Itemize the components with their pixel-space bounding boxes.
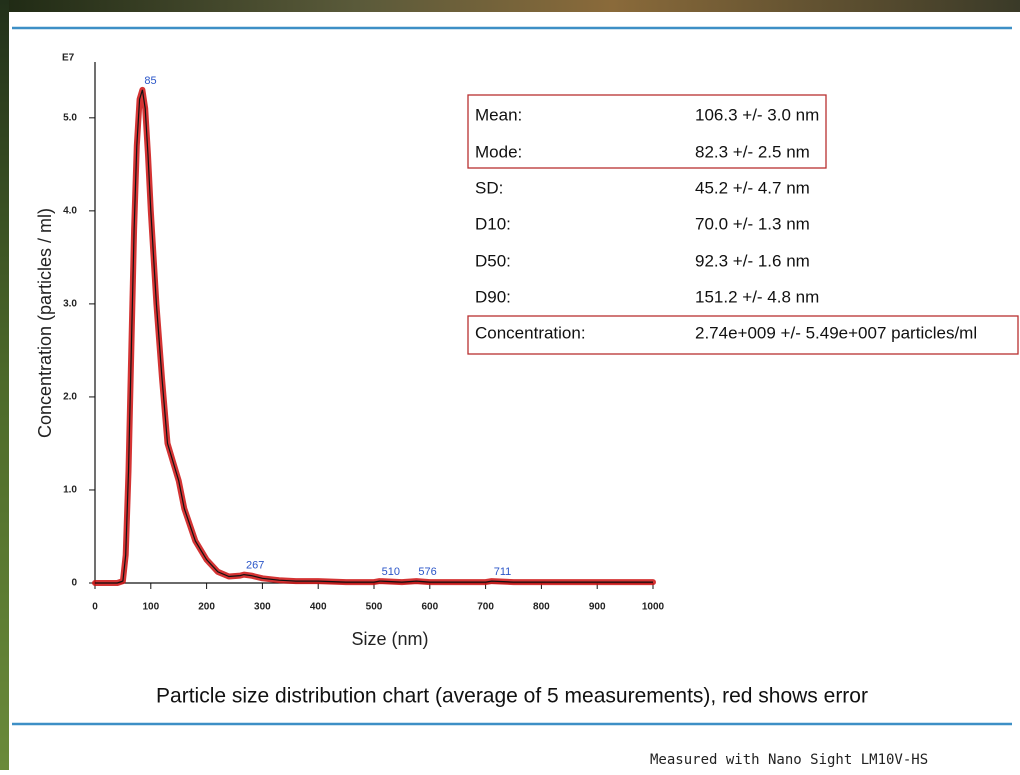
x-tick-label: 0 <box>92 602 98 613</box>
y-tick-label: 3.0 <box>63 299 77 310</box>
x-tick-label: 300 <box>254 602 271 613</box>
peak-label: 510 <box>382 566 400 578</box>
y-tick-label: 0 <box>71 578 77 589</box>
caption: Particle size distribution chart (averag… <box>156 685 868 708</box>
x-tick-label: 900 <box>589 602 606 613</box>
peak-label: 576 <box>418 566 436 578</box>
stat-label: SD: <box>475 178 503 197</box>
highlight-box <box>467 94 827 169</box>
stat-value: 45.2 +/- 4.7 nm <box>695 178 810 197</box>
stat-value: 92.3 +/- 1.6 nm <box>695 251 810 270</box>
stat-value: 82.3 +/- 2.5 nm <box>695 142 810 161</box>
x-tick-label: 500 <box>366 602 383 613</box>
stat-label: Mode: <box>475 142 522 161</box>
top-strip <box>0 0 1020 12</box>
y-tick-label: 2.0 <box>63 392 77 403</box>
x-axis-label: Size (nm) <box>351 629 428 649</box>
x-tick-label: 600 <box>421 602 438 613</box>
stat-value: 106.3 +/- 3.0 nm <box>695 105 819 124</box>
stat-label: D50: <box>475 251 511 270</box>
line <box>95 89 653 584</box>
y-tick-label: 1.0 <box>63 485 77 496</box>
stat-label: Mean: <box>475 105 522 124</box>
x-tick-label: 700 <box>477 602 494 613</box>
peak-label: 267 <box>246 560 264 572</box>
x-tick-label: 1000 <box>642 602 665 613</box>
stat-label: D10: <box>475 214 511 233</box>
stat-value: 151.2 +/- 4.8 nm <box>695 287 819 306</box>
peak-label: 85 <box>144 75 156 87</box>
x-tick-label: 400 <box>310 602 327 613</box>
stat-value: 2.74e+009 +/- 5.49e+007 particles/ml <box>695 323 977 342</box>
footer: Measured with Nano Sight LM10V-HS <box>650 752 928 768</box>
peak-label: 711 <box>494 566 512 578</box>
highlight-box <box>467 315 1019 355</box>
x-tick-label: 100 <box>142 602 159 613</box>
stat-label: Concentration: <box>475 323 586 342</box>
x-tick-label: 800 <box>533 602 550 613</box>
left-strip <box>0 0 9 770</box>
y-unit: E7 <box>62 53 75 64</box>
y-tick-label: 4.0 <box>63 205 77 216</box>
stat-value: 70.0 +/- 1.3 nm <box>695 214 810 233</box>
x-tick-label: 200 <box>198 602 215 613</box>
stat-label: D90: <box>475 287 511 306</box>
y-axis-label: Concentration (particles / ml) <box>35 208 55 438</box>
y-tick-label: 5.0 <box>63 112 77 123</box>
